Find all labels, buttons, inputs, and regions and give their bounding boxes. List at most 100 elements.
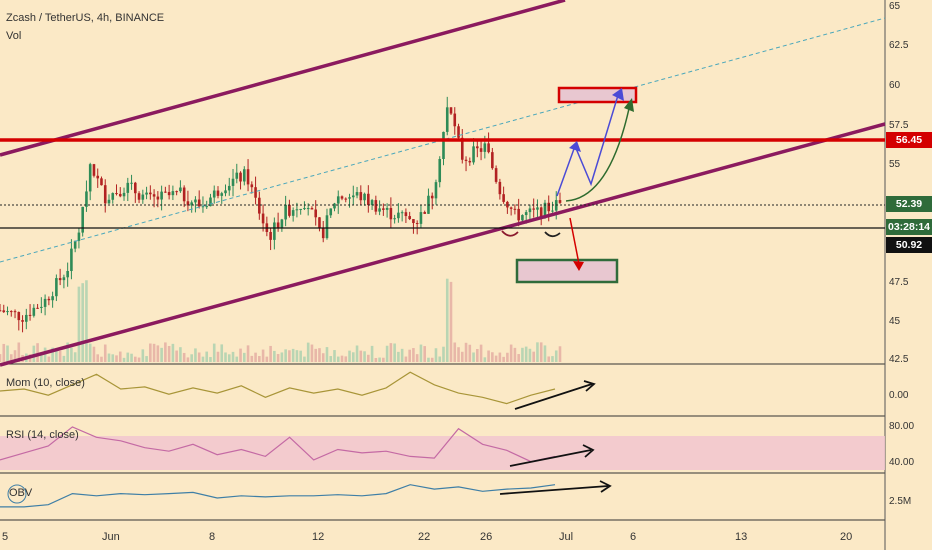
volume-bar xyxy=(389,343,393,362)
time-tick: 22 xyxy=(418,531,430,543)
volume-bar xyxy=(182,352,186,362)
candle-body xyxy=(2,310,6,313)
volume-bar xyxy=(419,344,423,362)
candle-body xyxy=(25,314,28,322)
candle-body xyxy=(551,210,554,212)
projection-path-down[interactable] xyxy=(569,217,580,265)
volume-bar xyxy=(430,357,434,362)
candle-body xyxy=(212,190,216,198)
volume-bar xyxy=(261,349,265,362)
candle-body xyxy=(141,194,145,200)
volume-bar xyxy=(509,344,513,362)
volume-bar xyxy=(363,351,366,362)
candle-body xyxy=(66,271,69,278)
volume-bar xyxy=(149,343,152,362)
candle-body xyxy=(502,194,505,202)
volume-bar xyxy=(325,347,329,362)
channel-midline[interactable] xyxy=(0,17,886,263)
volume-bar xyxy=(494,355,498,362)
time-tick: 5 xyxy=(2,531,8,543)
candle-body xyxy=(152,194,156,197)
candle-body xyxy=(107,199,111,204)
candle-body xyxy=(506,201,509,208)
mom-divergence-arrow[interactable] xyxy=(514,383,593,410)
volume-bar xyxy=(276,354,280,362)
volume-bar xyxy=(81,283,84,362)
rsi-divergence-arrow[interactable] xyxy=(509,449,592,467)
candle-body xyxy=(291,210,295,216)
symbol-title[interactable]: Zcash / TetherUS, 4h, BINANCE xyxy=(6,12,165,24)
candle-body xyxy=(419,212,423,224)
volume-bar xyxy=(449,281,453,362)
projection-path-alt[interactable] xyxy=(565,103,631,202)
volume-bar xyxy=(303,356,306,362)
momentum-line xyxy=(0,371,556,405)
mom-tick: 0.00 xyxy=(889,390,909,401)
obv-pane-title[interactable]: OBV xyxy=(9,487,33,499)
candle-body xyxy=(51,296,54,301)
volume-bar xyxy=(137,357,141,362)
candle-body xyxy=(404,212,408,217)
volume-bar xyxy=(472,352,475,362)
divergence-arrows[interactable] xyxy=(499,380,612,495)
target-box-down[interactable] xyxy=(515,258,619,284)
obv-badge[interactable] xyxy=(7,484,27,504)
candle-body xyxy=(498,181,502,195)
projection-path-up[interactable] xyxy=(556,91,620,197)
volume-bar xyxy=(85,280,88,362)
pattern-curve-left[interactable] xyxy=(501,230,519,237)
volume-bar xyxy=(438,356,442,362)
candle-body xyxy=(460,137,464,160)
rsi-pane-title[interactable]: RSI (14, close) xyxy=(6,429,79,441)
rsi-tick: 40.00 xyxy=(889,457,914,468)
candle-body xyxy=(288,204,291,216)
volume-bar xyxy=(156,345,160,362)
candle-body xyxy=(276,222,280,229)
candle-body xyxy=(149,192,152,195)
candle-body xyxy=(209,197,212,207)
volume-bar xyxy=(152,343,156,362)
volume-bar xyxy=(415,354,419,362)
volume-bar xyxy=(306,342,310,362)
pattern-curve-right[interactable] xyxy=(544,231,561,238)
time-tick: 20 xyxy=(840,531,852,543)
price-tick: 42.5 xyxy=(889,354,909,365)
candle-body xyxy=(318,217,321,228)
obv-divergence-arrow[interactable] xyxy=(499,485,609,495)
candle-body xyxy=(412,219,415,224)
volume-bar xyxy=(216,351,220,362)
momentum-pane-title[interactable]: Mom (10, close) xyxy=(6,377,85,389)
time-axis[interactable]: 5 Jun 8 12 15 22 26 Jul 6 13 20 xyxy=(2,531,852,543)
candle-body xyxy=(77,232,81,241)
volume-bar xyxy=(378,357,381,362)
candle-body xyxy=(509,207,513,209)
price-axis[interactable]: 65 62.5 60 57.5 55 50 47.5 45 42.5 0.00 … xyxy=(889,1,914,507)
arrowhead-icon xyxy=(569,141,581,152)
candle-body xyxy=(85,191,88,207)
volume-bar xyxy=(543,345,547,362)
volume-bar xyxy=(374,357,378,362)
candle-body xyxy=(351,195,355,198)
target-box-up[interactable] xyxy=(557,86,638,104)
candle-body xyxy=(201,206,205,208)
volume-bar xyxy=(423,346,426,362)
volume-bar xyxy=(453,342,457,362)
candle-body xyxy=(382,208,385,210)
candle-body xyxy=(254,187,257,198)
channel-upper-line[interactable] xyxy=(0,0,566,157)
volume-bar xyxy=(344,356,348,362)
price-tick: 60 xyxy=(889,80,901,91)
rsi-band xyxy=(0,436,885,470)
volume-bar xyxy=(118,351,122,362)
volume-bar xyxy=(299,350,302,362)
volume-bar xyxy=(479,344,483,362)
volume-bar xyxy=(310,344,314,362)
volume-label[interactable]: Vol xyxy=(6,30,22,42)
channel-lower-line[interactable] xyxy=(0,122,886,367)
candle-body xyxy=(430,195,434,199)
candle-body xyxy=(100,178,103,186)
volume-bar xyxy=(171,343,175,362)
candle-body xyxy=(130,182,133,184)
